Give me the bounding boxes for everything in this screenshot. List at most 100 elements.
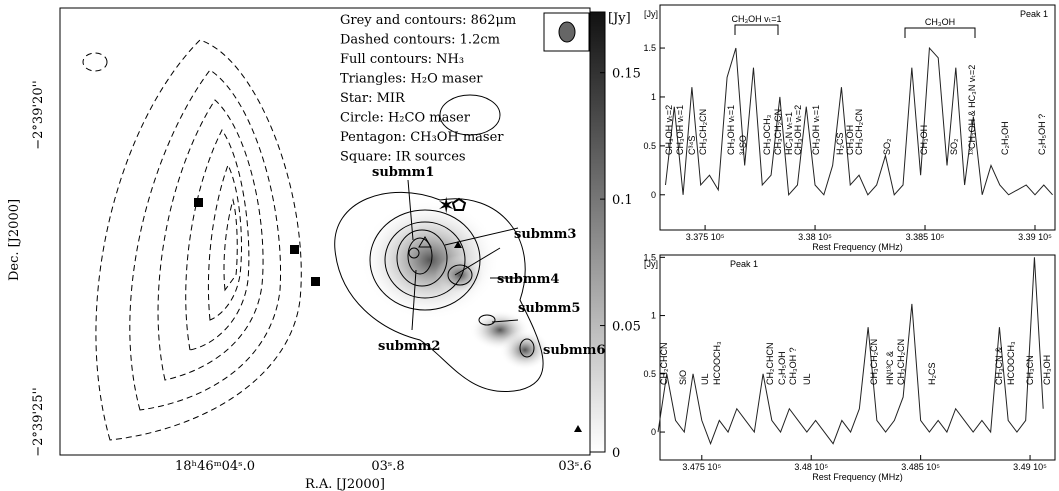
h2co-maser xyxy=(408,247,420,259)
colorbar-unit: [Jy] xyxy=(608,11,631,26)
line-label: SO₂ xyxy=(949,138,959,155)
bracket-label: CH₃OH xyxy=(925,17,955,27)
solid-contours xyxy=(334,94,544,392)
line-label: CH₃OH xyxy=(1042,355,1052,385)
source-label: submm1 xyxy=(372,165,434,180)
dec-tick-label: −2°39'25'' xyxy=(31,387,46,456)
line-label: HCOOCH₃ xyxy=(712,341,722,385)
ir-source xyxy=(311,277,320,286)
x-tick-label: 3.385 10⁵ xyxy=(906,232,945,242)
line-label: CH₃OH vₜ=2 xyxy=(793,105,803,155)
line-label: CH₃CH₂CN xyxy=(773,109,783,155)
h2o-maser xyxy=(454,241,462,248)
y-tick-label: 1 xyxy=(651,92,656,102)
source-label: submm2 xyxy=(378,339,440,354)
line-label: CH₂CHCN xyxy=(765,343,775,386)
dashed-contours xyxy=(82,39,302,441)
line-label: CH₂CHCN xyxy=(659,343,669,386)
line-label: CH₃CH₂CN xyxy=(896,339,906,385)
y-tick-label: 0.5 xyxy=(643,141,656,151)
line-label: CH₃OCH₃ xyxy=(762,114,772,155)
ra-tick-label: 18ʰ46ᵐ04ˢ.0 xyxy=(175,459,255,474)
plot-frame xyxy=(659,4,1056,231)
x-tick-label: 3.39 10⁵ xyxy=(1018,232,1052,242)
line-label: SiO xyxy=(678,370,688,385)
x-tick-label: 3.375 10⁵ xyxy=(686,232,725,242)
line-label: C₂H₅OH ? xyxy=(1037,114,1047,155)
y-tick-label: 0.5 xyxy=(643,369,656,379)
ir-source xyxy=(194,198,203,207)
line-label: CH₃CH₂CN xyxy=(869,339,879,385)
line-label: CH₃OH vₜ=2 xyxy=(664,105,674,155)
colorbar-tick-label: 0.05 xyxy=(612,320,641,335)
line-label: CH₃CN & xyxy=(994,347,1004,385)
panel-label: Peak 1 xyxy=(730,259,758,269)
y-tick-label: 1.5 xyxy=(643,43,656,53)
panel-label: Peak 1 xyxy=(1020,9,1048,19)
beam xyxy=(558,21,576,43)
line-label: C₂H₅OH xyxy=(777,351,787,385)
bracket xyxy=(734,24,779,35)
line-label: SO₂ xyxy=(882,138,892,155)
bracket-label: CH₃OH vₜ=1 xyxy=(731,14,781,24)
map: ✶ xyxy=(59,7,606,456)
spectrum xyxy=(657,257,1044,446)
legend-line: Full contours: NH₃ xyxy=(340,52,464,67)
x-tick-label: 3.475 10⁵ xyxy=(682,462,721,472)
x-axis-title: Rest Frequency (MHz) xyxy=(812,242,903,252)
ra-tick-label: 03ˢ.6 xyxy=(558,459,591,474)
spectrum xyxy=(665,46,1053,196)
markers: ✶ xyxy=(194,194,582,432)
line-label: HCOOCH₃ xyxy=(1006,341,1016,385)
grey-emission xyxy=(360,200,550,370)
source-label: submm6 xyxy=(543,343,605,358)
legend-line: Grey and contours: 862μm xyxy=(340,13,516,28)
line-label: ¹³CH₃OH & HC₃N vₜ=2 xyxy=(967,65,977,155)
line-label: H₂CS xyxy=(835,133,845,156)
colorbar xyxy=(589,11,606,453)
x-tick-label: 3.48 10⁵ xyxy=(794,462,828,472)
ch3oh-maser xyxy=(451,197,467,211)
line-label: C₂H₅OH xyxy=(1000,121,1010,155)
h2o-maser xyxy=(418,236,432,248)
x-tick-label: 3.49 10⁵ xyxy=(1013,462,1047,472)
map-frame xyxy=(59,7,591,456)
x-axis-title: R.A. [J2000] xyxy=(305,477,385,491)
plot-frame xyxy=(659,254,1056,461)
y-tick-label: 0 xyxy=(651,427,656,437)
arrows xyxy=(407,179,520,331)
legend-line: Triangles: H₂O maser xyxy=(340,72,483,87)
x-tick-label: 3.38 10⁵ xyxy=(798,232,832,242)
line-label: UL xyxy=(802,373,812,385)
legend-line: Circle: H₂CO maser xyxy=(340,111,471,126)
mir-star: ✶ xyxy=(437,194,455,219)
legend-line: Star: MIR xyxy=(340,91,406,106)
h2o-maser xyxy=(574,425,582,432)
ir-source xyxy=(290,245,299,254)
line-label: CH₃OH xyxy=(919,125,929,155)
line-label: UL xyxy=(700,373,710,385)
y-tick-label: 0 xyxy=(651,190,656,200)
line-label: CH₃CH₂CN xyxy=(698,109,708,155)
line-label: C³⁴S xyxy=(687,136,697,155)
colorbar-tick-label: 0.15 xyxy=(612,67,641,82)
ra-tick-label: 03ˢ.8 xyxy=(371,459,404,474)
source-label: submm5 xyxy=(518,301,580,316)
line-label: CH₃CN xyxy=(1025,355,1035,385)
y-axis-unit: [Jy] xyxy=(644,259,658,269)
source-label: submm3 xyxy=(514,227,576,242)
line-label: ³⁴SO xyxy=(738,135,748,155)
y-tick-label: 1 xyxy=(651,311,656,321)
dec-tick-label: −2°39'20'' xyxy=(31,80,46,149)
line-label: HC₃N vₜ=1 xyxy=(784,112,794,155)
line-label: HN¹³C & xyxy=(885,351,895,385)
line-label: CH₃OH ? xyxy=(788,347,798,385)
line-label: CH₃OH xyxy=(845,125,855,155)
x-tick-label: 3.485 10⁵ xyxy=(901,462,940,472)
line-label: H₂CS xyxy=(927,363,937,386)
line-label: CH₃OH vₜ=1 xyxy=(811,105,821,155)
line-label: CH₃CH₂CN xyxy=(854,109,864,155)
legend-line: Square: IR sources xyxy=(340,150,466,165)
